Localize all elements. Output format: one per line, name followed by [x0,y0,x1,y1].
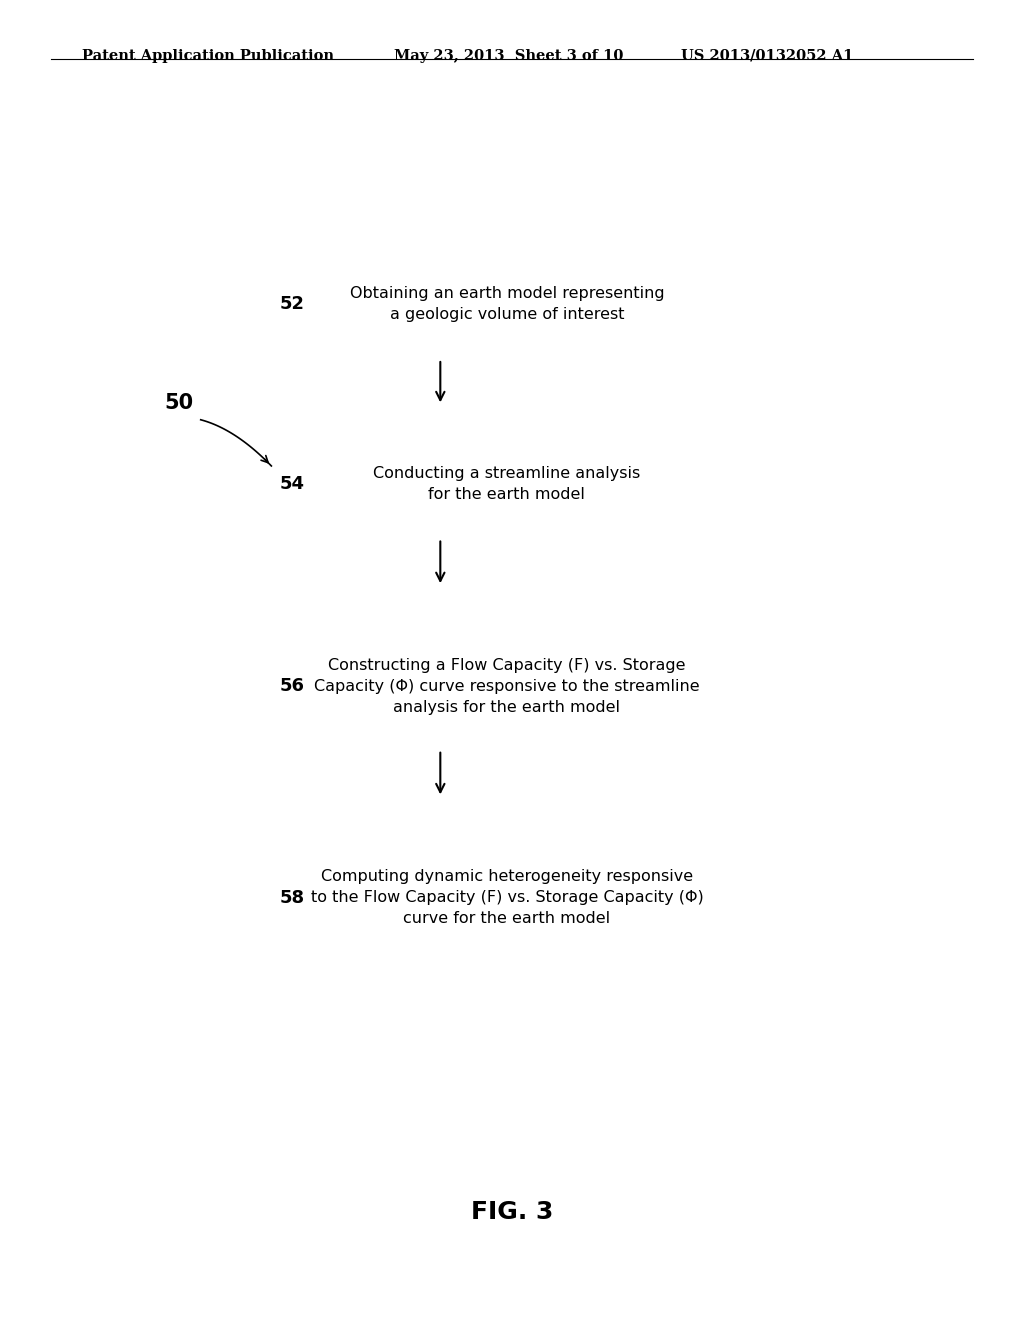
Text: May 23, 2013  Sheet 3 of 10: May 23, 2013 Sheet 3 of 10 [394,49,624,63]
Text: Patent Application Publication: Patent Application Publication [82,49,334,63]
Text: US 2013/0132052 A1: US 2013/0132052 A1 [681,49,853,63]
Text: 52: 52 [280,294,304,313]
Text: 56: 56 [280,677,304,696]
Text: FIG. 3: FIG. 3 [471,1200,553,1224]
Text: 50: 50 [165,392,194,413]
Text: 54: 54 [280,475,304,494]
Text: Obtaining an earth model representing
a geologic volume of interest: Obtaining an earth model representing a … [349,285,665,322]
Text: Computing dynamic heterogeneity responsive
to the Flow Capacity (F) vs. Storage : Computing dynamic heterogeneity responsi… [310,869,703,927]
Text: Constructing a Flow Capacity (F) vs. Storage
Capacity (Φ) curve responsive to th: Constructing a Flow Capacity (F) vs. Sto… [314,657,699,715]
Text: 58: 58 [280,888,304,907]
Text: Conducting a streamline analysis
for the earth model: Conducting a streamline analysis for the… [374,466,640,503]
